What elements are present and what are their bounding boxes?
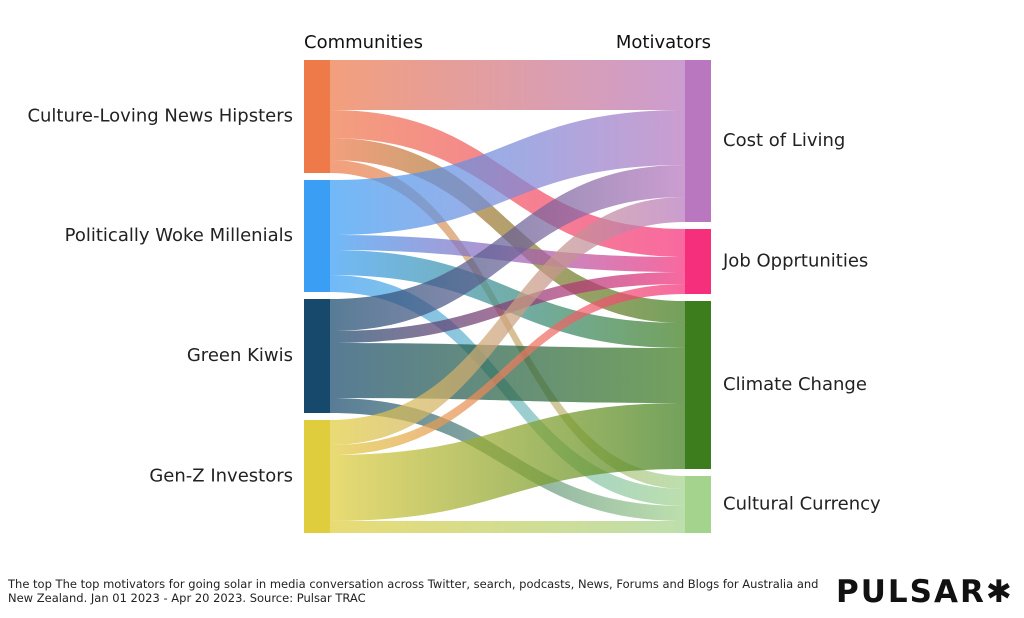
link [330, 138, 685, 323]
link [330, 284, 685, 455]
source-header: Communities [304, 32, 423, 53]
nodes: Culture-Loving News Hipsters Politically … [27, 60, 881, 533]
source-label: Gen-Z Investors [149, 466, 293, 487]
links [330, 60, 685, 533]
source-label: Green Kiwis [187, 345, 293, 366]
source-label: Politically Woke Millenials [65, 225, 293, 246]
target-label: Job Opprtunities [722, 251, 868, 272]
link [330, 110, 685, 235]
target-label: Climate Change [723, 374, 867, 395]
source-node [304, 60, 330, 173]
footer: The top The top motivators for going sol… [8, 577, 819, 605]
source-node [304, 180, 330, 292]
link [330, 403, 685, 521]
logo: PULSAR✱ [836, 574, 1014, 610]
target-node [685, 476, 711, 533]
target-node [685, 301, 711, 469]
link [330, 272, 685, 343]
link [330, 60, 685, 110]
source-node [304, 299, 330, 413]
link [330, 197, 685, 445]
target-header: Motivators [616, 32, 711, 53]
target-node [685, 60, 711, 222]
target-node [685, 229, 711, 294]
link [330, 165, 685, 331]
link [330, 521, 685, 533]
link [330, 250, 685, 348]
chart: Culture-Loving News Hipsters Politically … [27, 32, 881, 533]
target-label: Cultural Currency [723, 494, 881, 515]
source-label: Culture-Loving News Hipsters [27, 106, 293, 127]
source-node [304, 420, 330, 533]
target-label: Cost of Living [723, 130, 845, 151]
